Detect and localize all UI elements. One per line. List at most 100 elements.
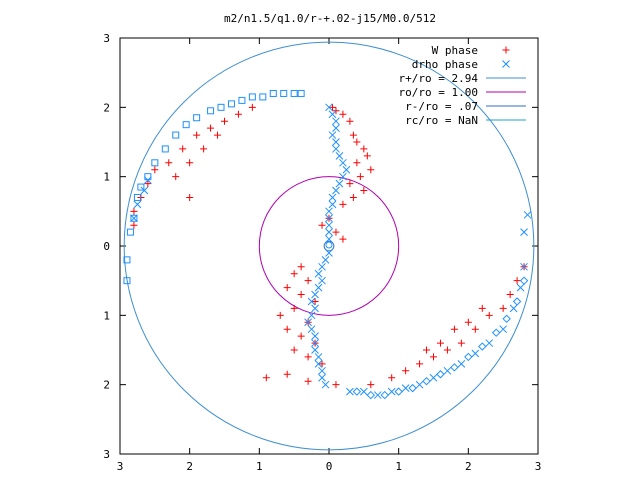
data-point [516,283,525,292]
data-point [523,210,532,219]
data-point [332,186,340,195]
data-point [290,89,298,97]
data-point [311,297,319,305]
data-point [499,325,508,334]
legend-label: drho phase [412,58,478,71]
data-point [314,283,323,292]
data-point [328,200,337,209]
data-point [314,269,323,278]
data-point [314,353,323,361]
data-point [360,187,368,195]
y-tick-label: 2 [103,101,110,114]
data-point [332,124,340,132]
data-point [311,346,319,354]
data-point [394,387,403,396]
data-point [346,117,354,125]
data-point [227,100,235,108]
data-point [186,193,194,201]
data-point [151,159,159,167]
y-tick-label: 2 [103,379,110,392]
data-point [123,277,131,285]
data-point [457,360,466,368]
data-point [172,173,180,181]
center-point [325,241,333,249]
data-point [311,290,319,299]
data-point [360,145,368,153]
data-point [485,339,494,347]
data-point [130,221,138,229]
data-point [172,131,180,139]
reference-circles [123,41,535,451]
data-point [276,311,284,319]
x-tick-label: 1 [256,460,263,473]
data-point [214,131,222,139]
y-tick-label: 1 [103,309,110,322]
y-tick-label: 3 [103,448,110,461]
x-tick-label: 3 [535,460,542,473]
data-point [457,339,465,347]
data-point [130,207,138,215]
data-point [321,380,330,389]
data-point [318,262,326,271]
data-point [450,325,458,333]
data-point [359,387,368,396]
data-point [200,145,208,153]
data-point [179,145,187,153]
data-point [318,221,326,229]
data-point [304,353,312,361]
data-point [325,207,333,216]
x-tick-label: 2 [465,460,472,473]
data-point [416,360,424,368]
data-point [366,390,376,400]
data-point [346,180,354,188]
data-point [290,270,298,278]
data-point [290,346,298,354]
data-point [283,325,291,333]
data-point [297,291,305,299]
legend-label: r+/ro = 2.94 [399,72,479,85]
data-point [471,325,479,333]
y-tick-label: 1 [103,171,110,184]
data-point [335,179,344,188]
data-point [283,370,291,378]
data-point [513,277,521,285]
data-point [519,276,529,285]
data-point [332,228,340,236]
data-point [217,103,225,111]
legend-marker [502,60,510,68]
data-point [307,297,316,306]
data-point [363,152,371,160]
data-point [318,276,326,285]
data-point [512,297,522,306]
data-point [297,263,305,271]
data-point [161,145,169,153]
data-point [238,96,246,104]
data-point [352,387,362,396]
data-point [339,158,347,167]
x-tick-label: 0 [326,460,333,473]
data-point [436,339,444,347]
data-point [123,256,131,264]
data-point [307,311,316,320]
data-point [339,172,347,181]
data-point [182,121,190,129]
x-tick-label: 3 [117,460,124,473]
data-point [144,180,152,188]
data-point [193,114,201,122]
circle-rro [323,240,335,252]
data-point [297,332,305,340]
data-point [502,314,511,324]
data-point [388,374,396,382]
data-point [193,131,201,139]
data-point [283,284,291,292]
data-point [353,138,361,146]
data-point [234,110,242,118]
data-point [423,346,431,354]
data-point [332,117,340,126]
data-point [321,256,330,264]
data-point [325,228,333,236]
data-point [126,228,134,236]
data-point [304,277,312,285]
